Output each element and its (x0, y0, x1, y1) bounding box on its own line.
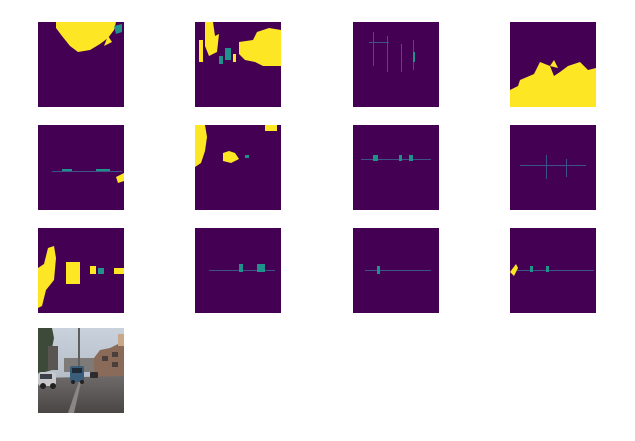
mask-image-9 (38, 228, 124, 313)
mask-image-1 (38, 22, 124, 107)
mask-image-7 (353, 125, 439, 210)
mask-image-10 (195, 228, 281, 313)
mask-panel-7 (353, 125, 439, 210)
street-scene-photo (38, 328, 124, 413)
mask-image-4 (510, 22, 596, 107)
mask-panel-6 (195, 125, 281, 210)
mask-panel-10 (195, 228, 281, 313)
mask-panel-11 (353, 228, 439, 313)
mask-image-5 (38, 125, 124, 210)
mask-panel-2 (195, 22, 281, 107)
mask-image-2 (195, 22, 281, 107)
mask-panel-9 (38, 228, 124, 313)
mask-panel-12 (510, 228, 596, 313)
mask-panel-5 (38, 125, 124, 210)
mask-panel-1 (38, 22, 124, 107)
mask-panel-8 (510, 125, 596, 210)
mask-panel-4 (510, 22, 596, 107)
mask-panel-3 (353, 22, 439, 107)
street-photo-image (38, 328, 124, 413)
mask-image-12 (510, 228, 596, 313)
mask-image-3 (353, 22, 439, 107)
mask-image-11 (353, 228, 439, 313)
mask-image-8 (510, 125, 596, 210)
mask-image-6 (195, 125, 281, 210)
